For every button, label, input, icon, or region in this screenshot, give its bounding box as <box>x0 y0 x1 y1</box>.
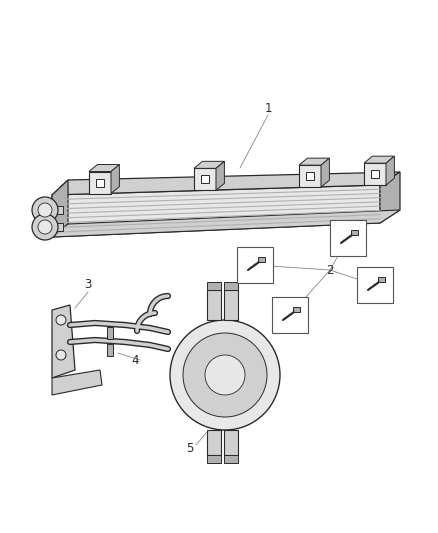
Polygon shape <box>321 158 329 187</box>
Bar <box>293 307 300 312</box>
Polygon shape <box>364 156 394 163</box>
Bar <box>351 230 358 235</box>
Bar <box>107 327 113 339</box>
FancyBboxPatch shape <box>272 297 308 333</box>
Bar <box>201 175 209 183</box>
Circle shape <box>38 203 52 217</box>
Polygon shape <box>52 172 400 195</box>
Circle shape <box>183 333 267 417</box>
Bar <box>224 290 238 320</box>
Bar <box>45 223 63 231</box>
Text: 3: 3 <box>84 279 92 292</box>
Polygon shape <box>364 163 386 185</box>
Polygon shape <box>52 210 400 237</box>
Text: 4: 4 <box>131 353 139 367</box>
FancyBboxPatch shape <box>237 247 273 283</box>
Circle shape <box>32 214 58 240</box>
Circle shape <box>205 355 245 395</box>
Polygon shape <box>52 370 102 395</box>
Polygon shape <box>194 168 216 190</box>
Polygon shape <box>299 158 329 165</box>
Circle shape <box>38 220 52 234</box>
Polygon shape <box>216 161 224 190</box>
Circle shape <box>56 350 66 360</box>
Polygon shape <box>194 161 224 168</box>
FancyBboxPatch shape <box>357 267 393 303</box>
Circle shape <box>56 315 66 325</box>
Bar <box>378 277 385 282</box>
Polygon shape <box>299 165 321 187</box>
Polygon shape <box>111 165 120 193</box>
Bar <box>207 430 221 455</box>
Bar <box>207 290 221 320</box>
Bar <box>258 257 265 262</box>
Polygon shape <box>52 180 68 237</box>
Polygon shape <box>89 172 111 193</box>
Bar <box>96 179 104 187</box>
Polygon shape <box>52 185 380 237</box>
Bar <box>224 430 238 455</box>
Bar <box>45 206 63 214</box>
Polygon shape <box>380 172 400 223</box>
Polygon shape <box>89 165 120 172</box>
Text: 1: 1 <box>264 101 272 115</box>
Circle shape <box>170 320 280 430</box>
Text: 5: 5 <box>186 441 194 455</box>
Bar <box>207 455 221 463</box>
Bar <box>224 455 238 463</box>
Bar <box>107 344 113 356</box>
Polygon shape <box>386 156 394 185</box>
Bar <box>306 172 314 180</box>
Bar <box>224 282 238 290</box>
Bar <box>371 170 379 178</box>
Bar <box>207 282 221 290</box>
Text: 2: 2 <box>326 263 334 277</box>
FancyBboxPatch shape <box>330 220 366 256</box>
Polygon shape <box>52 305 75 378</box>
Circle shape <box>32 197 58 223</box>
